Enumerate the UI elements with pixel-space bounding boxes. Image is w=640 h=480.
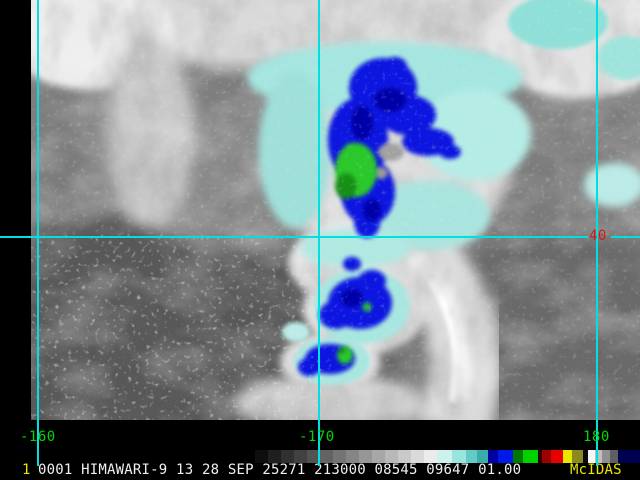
colorbar-segment (618, 450, 640, 463)
colorbar-segment (513, 450, 523, 463)
colorbar-segment (498, 450, 513, 463)
colorbar-segment (372, 450, 385, 463)
colorbar-segment (602, 450, 610, 463)
colorbar-segment (424, 450, 437, 463)
colorbar-segment (307, 450, 320, 463)
colorbar-segment (437, 450, 452, 463)
colorbar-segment (477, 450, 488, 463)
frame-number: 1 (22, 462, 31, 478)
colorbar-segment (595, 450, 602, 463)
gridline-lon--170 (318, 0, 320, 466)
colorbar-segment (466, 450, 477, 463)
colorbar-segment (542, 450, 551, 463)
lon-label--160: -160 (20, 429, 56, 445)
left-black-margin (0, 0, 31, 480)
colorbar-segment (320, 450, 333, 463)
colorbar-segment (255, 450, 268, 463)
colorbar-segment (563, 450, 572, 463)
colorbar-segment (385, 450, 398, 463)
colorbar-segment (346, 450, 359, 463)
colorbar-segment (583, 450, 588, 463)
colorbar-segment (551, 450, 563, 463)
colorbar-segment (488, 450, 498, 463)
colorbar-segment (411, 450, 424, 463)
colorbar-segment (294, 450, 307, 463)
colorbar-segment (268, 450, 281, 463)
colorbar-segment (610, 450, 618, 463)
lon-label--170: -170 (299, 429, 335, 445)
gridline-lat-40-right (611, 236, 640, 238)
colorbar-segment (572, 450, 583, 463)
colorbar-segment (398, 450, 411, 463)
colorbar-segment (333, 450, 346, 463)
colorbar-segment (452, 450, 466, 463)
lon-label-180: 180 (583, 429, 610, 445)
gridline-lon-180 (596, 0, 598, 466)
colorbar-segment (588, 450, 595, 463)
mcidas-brand-label: McIDAS (570, 462, 622, 478)
gridline-lon--160 (37, 0, 39, 466)
gridline-lat-40-left (0, 236, 588, 238)
lat-label-40: 40 (589, 228, 607, 244)
colorbar-segment (523, 450, 538, 463)
enhancement-colorbar (255, 450, 640, 463)
colorbar-segment (538, 450, 542, 463)
colorbar-segment (281, 450, 294, 463)
image-status-text: 0001 HIMAWARI-9 13 28 SEP 25271 213000 0… (38, 462, 522, 478)
colorbar-segment (359, 450, 372, 463)
